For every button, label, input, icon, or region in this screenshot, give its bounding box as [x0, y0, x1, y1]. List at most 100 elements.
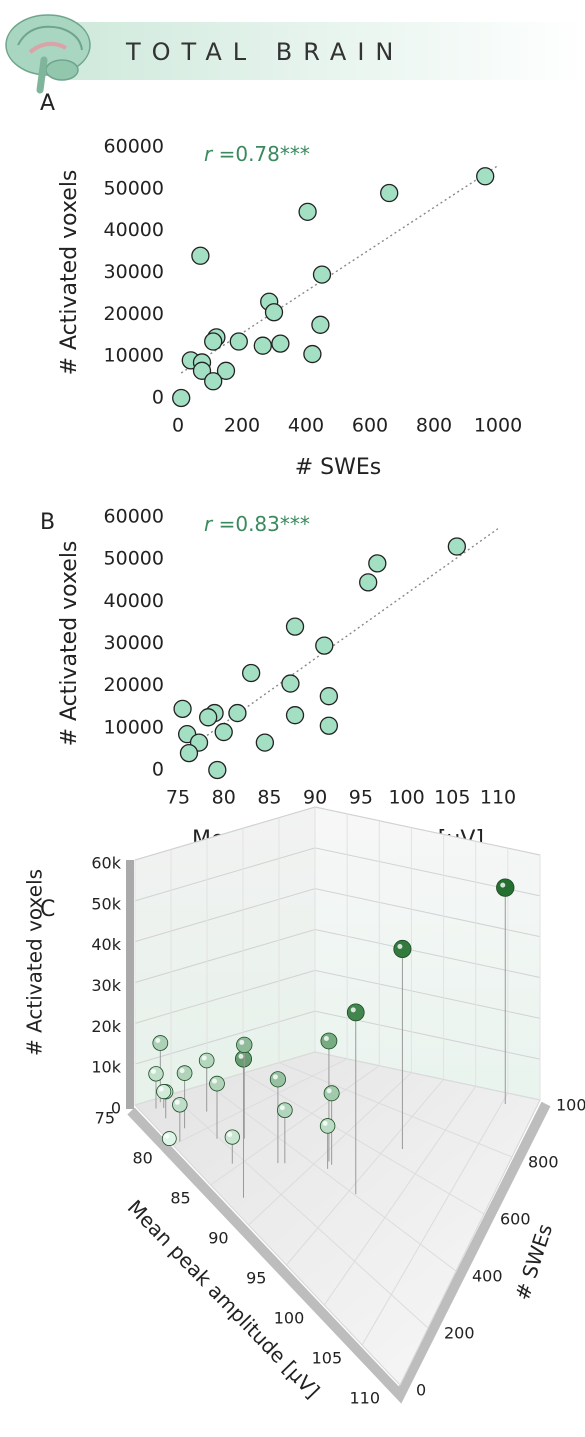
y-tick-label: 20000 [104, 674, 164, 696]
ball-highlight [150, 1068, 156, 1074]
x-grid-line [206, 1083, 457, 1272]
data-point [311, 315, 330, 334]
y-tick-label: 40000 [104, 590, 164, 612]
y-tick-label: 20000 [104, 303, 164, 325]
y-axis-title: # Activated voxels [57, 541, 82, 747]
y-grid-line [399, 1099, 541, 1386]
y-tick-label: 60000 [104, 136, 164, 158]
ball [276, 1102, 293, 1119]
y-tick-label: 40000 [104, 219, 164, 241]
x-tick-label: 800 [416, 415, 452, 437]
ball [198, 1052, 215, 1069]
ball [393, 939, 412, 958]
ball-highlight [397, 943, 403, 949]
x-tick-label: 1000 [556, 1096, 585, 1115]
z-tick-label: 0 [111, 1099, 121, 1118]
header-title: TOTAL BRAIN [125, 38, 404, 66]
data-point [319, 687, 339, 706]
data-point [253, 336, 272, 355]
data-point [241, 663, 261, 683]
ball-highlight [201, 1055, 207, 1061]
base-frame [127, 1101, 551, 1404]
y-tick-label: 0 [152, 387, 164, 409]
ball-highlight [323, 1035, 329, 1041]
ball [323, 1085, 340, 1102]
ball-highlight [164, 1133, 170, 1139]
y-tick-label: 50000 [104, 177, 164, 199]
data-point [173, 699, 192, 719]
ball [346, 1003, 365, 1022]
ball [319, 1118, 336, 1134]
y-grid-line [361, 1092, 509, 1346]
x-tick-label: 75 [166, 787, 190, 809]
data-point [216, 361, 236, 380]
x-tick-label: 800 [528, 1153, 559, 1172]
data-point [192, 361, 212, 380]
data-point [204, 372, 223, 391]
x-tick-label: 200 [224, 415, 260, 437]
y-grid-line [286, 1079, 444, 1266]
trendline [182, 528, 498, 754]
annotation: r =0.78*** [204, 142, 310, 166]
ball-highlight [227, 1132, 233, 1138]
ball [148, 1066, 164, 1082]
ball-highlight [238, 1053, 244, 1059]
z-tick-label: 20k [91, 1017, 121, 1036]
y-axis-title: # Activated voxels [57, 170, 82, 376]
ball-highlight [500, 882, 506, 888]
data-point [368, 554, 387, 573]
data-point [172, 388, 191, 408]
data-point [179, 743, 199, 763]
z-tick-label: 30k [91, 976, 121, 995]
y-tick-label: 110 [349, 1389, 380, 1408]
annotation-text: =0.78*** [212, 142, 310, 166]
annotation: r =0.83*** [204, 512, 310, 536]
data-point [281, 674, 300, 693]
data-point [208, 760, 227, 780]
ball [152, 1035, 169, 1051]
y-tick-label: 60000 [104, 506, 164, 528]
panel-label: C [40, 897, 55, 922]
ball-highlight [279, 1105, 285, 1111]
y-grid-line [248, 1072, 412, 1226]
data-point [298, 202, 317, 221]
z-tick-label: 40k [91, 935, 121, 954]
x-tick-label: 110 [480, 787, 516, 809]
annotation-text: =0.83*** [212, 512, 310, 536]
y-grid-line [323, 1086, 477, 1306]
y-tick-label: 50000 [104, 548, 164, 570]
y-tick-label: 75 [95, 1109, 115, 1128]
x-axis-title: # SWEs [295, 455, 382, 480]
header-banner [60, 22, 585, 80]
y-tick-label: 95 [246, 1269, 266, 1288]
ball [172, 1097, 188, 1113]
x-tick-label: 0 [416, 1381, 426, 1400]
data-point [359, 573, 378, 592]
ball-highlight [272, 1074, 278, 1080]
x-tick-label: 0 [172, 415, 184, 437]
data-point [191, 246, 210, 265]
data-point [315, 636, 334, 655]
x-axis-title: # SWEs [510, 1221, 557, 1303]
trendline [180, 165, 498, 374]
data-point [229, 332, 248, 351]
ball [269, 1071, 286, 1088]
ball-highlight [179, 1068, 185, 1074]
x-tick-label: 90 [303, 787, 327, 809]
ball-highlight [158, 1086, 164, 1092]
data-point [476, 167, 495, 186]
data-point [312, 265, 332, 284]
ball [209, 1075, 225, 1092]
y-tick-label: 30000 [104, 632, 164, 654]
data-point [255, 733, 275, 752]
data-point [214, 722, 233, 742]
y-grid-line [210, 1065, 380, 1186]
y-tick-label: 100 [274, 1309, 305, 1328]
ball-highlight [155, 1038, 161, 1044]
x-tick-label: 400 [472, 1267, 503, 1286]
x-tick-label: 95 [349, 787, 373, 809]
ball [234, 1050, 253, 1068]
z-tick-label: 60k [91, 854, 121, 873]
